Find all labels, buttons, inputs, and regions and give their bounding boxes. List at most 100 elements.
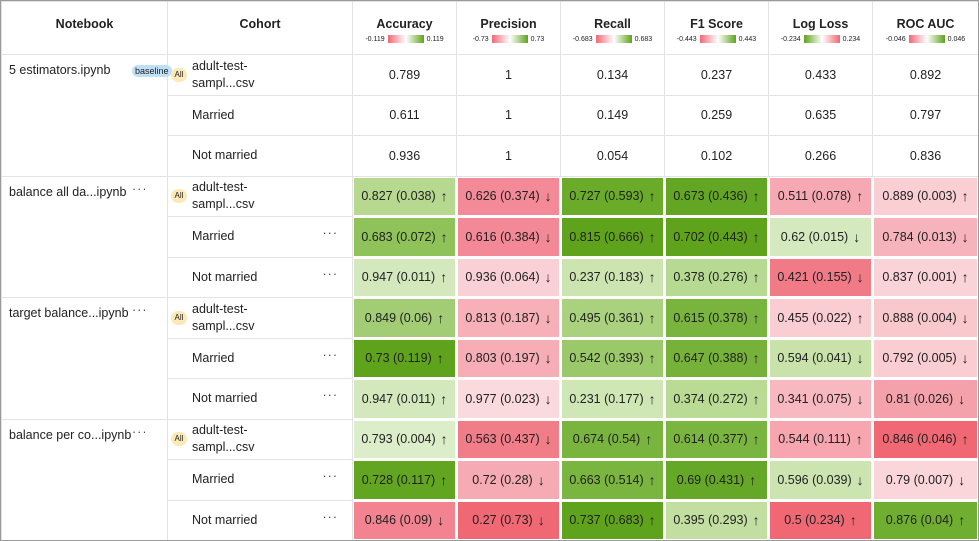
metric-cell: 0.433 [768, 54, 873, 96]
trend-arrow: ↓ [853, 228, 861, 245]
value-text: 0.421 (0.155) [777, 270, 852, 285]
trend-arrow: ↑ [856, 188, 864, 205]
trend-arrow: ↑ [849, 512, 857, 529]
table-row: Not married ··· 0.846 (0.09) ↓ 0.27 (0.73) ↓ 0… [2, 499, 978, 540]
metric-header[interactable]: Accuracy -0.119 0.119 [352, 1, 457, 55]
trend-arrow: ↑ [437, 309, 445, 326]
metric-cell: 0.596 (0.039) ↓ [768, 459, 873, 501]
metric-value: 0.813 (0.187) ↓ [458, 299, 559, 337]
value-text: 0.511 (0.078) [777, 189, 852, 204]
metric-header[interactable]: Log Loss -0.234 0.234 [768, 1, 873, 55]
metric-cell: 0.815 (0.666) ↑ [560, 216, 665, 258]
value-text: 0.81 (0.026) [885, 391, 954, 406]
trend-arrow: ↓ [856, 471, 864, 488]
metric-value: 0.727 (0.593) ↑ [562, 177, 663, 215]
metric-value: 0.563 (0.437) ↓ [458, 420, 559, 458]
metric-cell: 0.888 (0.004) ↓ [872, 297, 978, 339]
metric-cell: 0.683 (0.072) ↑ [352, 216, 457, 258]
value-text: 0.728 (0.117) [361, 472, 436, 487]
value-text: 0.611 [389, 108, 420, 123]
more-button[interactable]: ··· [132, 181, 148, 196]
more-button[interactable]: ··· [132, 424, 148, 439]
notebook-name: 5 estimators.ipynb [9, 63, 111, 77]
all-badge: All [171, 432, 187, 447]
cohort-name: Not married [192, 391, 258, 406]
metric-cell: 0.728 (0.117) ↑ [352, 459, 457, 501]
metric-value: 0.73 (0.119) ↑ [354, 339, 455, 377]
metric-value: 0.27 (0.73) ↓ [458, 501, 559, 539]
metric-header[interactable]: F1 Score -0.443 0.443 [664, 1, 769, 55]
value-text: 1 [505, 108, 512, 123]
value-text: 0.102 [700, 148, 733, 163]
trend-arrow: ↓ [856, 269, 864, 286]
metric-cell: 0.594 (0.041) ↓ [768, 337, 873, 379]
metric-cell: 0.395 (0.293) ↑ [664, 499, 769, 540]
metric-cell: 0.054 [560, 135, 665, 177]
metric-header[interactable]: Precision -0.73 0.73 [456, 1, 561, 55]
metric-cell: 0.702 (0.443) ↑ [664, 216, 769, 258]
cohort-cell: All adult-test-sampl...csv [167, 297, 353, 339]
metric-value: 0.683 (0.072) ↑ [354, 218, 455, 256]
metric-value: 0.455 (0.022) ↑ [770, 299, 871, 337]
value-text: 0.702 (0.443) [673, 229, 748, 244]
notebook-cell: balance all da...ipynb ··· [1, 175, 168, 298]
value-text: 0.727 (0.593) [569, 189, 644, 204]
metric-value: 0.594 (0.041) ↓ [770, 339, 871, 377]
metric-value: 0.849 (0.06) ↑ [354, 299, 455, 337]
cohort-name: Married [192, 350, 235, 365]
trend-arrow: ↓ [544, 350, 552, 367]
value-text: 0.054 [596, 148, 629, 163]
value-text: 0.378 (0.276) [673, 270, 748, 285]
value-text: 0.73 (0.119) [365, 351, 432, 366]
table-row: Not married ··· 0.947 (0.011) ↑ 0.977 (0.023… [2, 378, 978, 420]
metric-cell: 0.237 (0.183) ↑ [560, 256, 665, 298]
more-button[interactable]: ··· [322, 509, 338, 524]
value-text: 0.542 (0.393) [569, 351, 644, 366]
trend-arrow: ↓ [856, 390, 864, 407]
trend-arrow: ↑ [752, 269, 760, 286]
metric-header[interactable]: Recall -0.683 0.683 [560, 1, 665, 55]
color-legend: -0.443 0.443 [665, 35, 768, 43]
metric-cell: 0.827 (0.038) ↑ [352, 175, 457, 217]
more-button[interactable]: ··· [322, 388, 338, 402]
metric-cell: 0.69 (0.431) ↑ [664, 459, 769, 501]
metric-cell: 0.81 (0.026) ↓ [872, 378, 978, 420]
value-text: 1 [505, 67, 512, 82]
metric-cell: 0.647 (0.388) ↑ [664, 337, 769, 379]
metric-cell: 0.79 (0.007) ↓ [872, 459, 978, 501]
metric-header[interactable]: ROC AUC -0.046 0.046 [872, 1, 978, 55]
header-text: ROC AUC [896, 17, 955, 31]
legend-min: -0.73 [472, 35, 489, 43]
metric-value: 0.737 (0.683) ↑ [562, 501, 663, 539]
cohort-cell: Not married ··· [167, 256, 353, 298]
notebook-header[interactable]: Notebook [1, 1, 168, 55]
more-button[interactable]: ··· [322, 469, 338, 483]
metric-cell: 0.797 [872, 94, 978, 136]
legend-min: -0.046 [885, 35, 906, 43]
value-text: 0.663 (0.514) [569, 472, 644, 487]
trend-arrow: ↑ [648, 512, 656, 529]
trend-arrow: ↑ [752, 309, 760, 326]
value-text: 0.977 (0.023) [465, 391, 540, 406]
table-row: balance all da...ipynb ··· All adult-test-s… [1, 175, 978, 298]
all-badge: All [171, 67, 187, 82]
metric-value: 0.596 (0.039) ↓ [770, 461, 871, 499]
more-button[interactable]: ··· [322, 347, 338, 362]
more-button[interactable]: ··· [322, 266, 338, 281]
value-text: 0.79 (0.007) [885, 472, 954, 487]
metric-value: 0.793 (0.004) ↑ [354, 420, 455, 458]
more-button[interactable]: ··· [322, 226, 338, 240]
trend-arrow: ↓ [958, 471, 966, 488]
notebook-cell: 5 estimators.ipynb baseline [1, 54, 172, 177]
metric-cell: 0.673 (0.436) ↑ [664, 175, 769, 217]
metric-cell: 0.544 (0.111) ↑ [768, 418, 873, 460]
metric-cell: 0.237 [664, 54, 769, 96]
value-text: 0.616 (0.384) [465, 229, 540, 244]
cohort-header[interactable]: Cohort [167, 1, 353, 55]
value-text: 0.27 (0.73) [472, 513, 533, 528]
metric-value: 0.728 (0.117) ↑ [354, 461, 455, 499]
value-text: 0.789 [388, 67, 421, 82]
legend-max: 0.119 [426, 35, 444, 43]
value-text: 0.674 (0.54) [572, 432, 641, 447]
more-button[interactable]: ··· [132, 303, 148, 317]
